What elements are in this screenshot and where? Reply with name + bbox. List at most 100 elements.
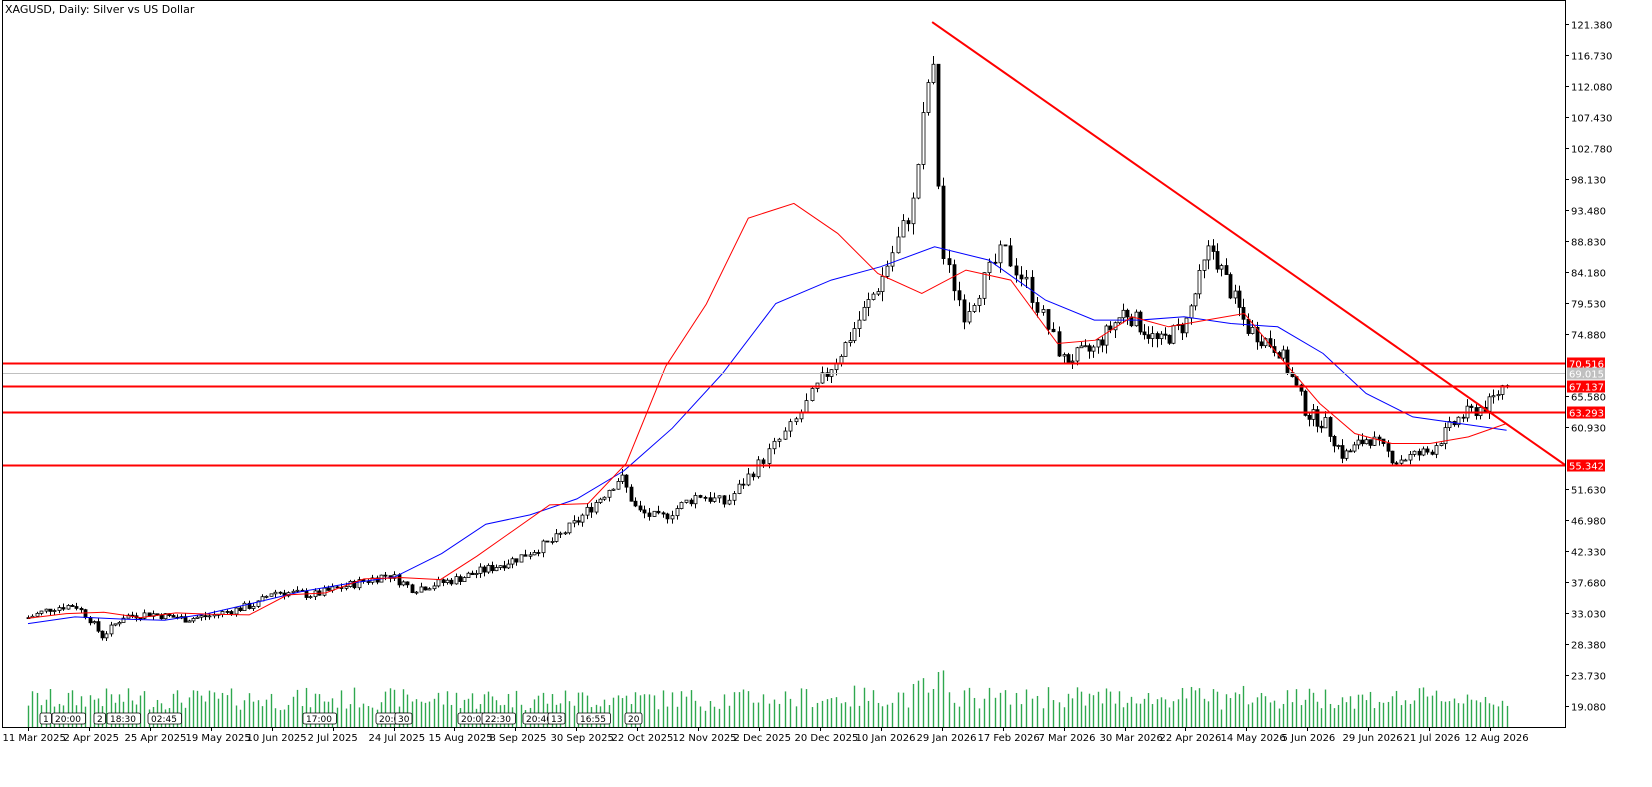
candle-body	[474, 573, 479, 575]
candle-body	[410, 584, 415, 593]
candle-body	[510, 558, 515, 565]
candle-body	[916, 164, 921, 199]
candle-body	[454, 576, 459, 585]
candle-body	[291, 590, 296, 594]
candle-body	[911, 197, 916, 225]
candle-body	[624, 474, 629, 488]
candle-body	[843, 342, 848, 357]
candle-body	[1456, 416, 1461, 426]
y-tick-label: 33.030	[1571, 610, 1606, 621]
candle-body	[620, 474, 625, 482]
candle-body	[689, 499, 694, 505]
candle-body	[703, 496, 708, 499]
y-tick-label: 93.480	[1571, 207, 1606, 218]
candle-body	[1121, 309, 1126, 319]
candle-body	[1206, 245, 1211, 261]
y-tick-label: 23.730	[1571, 672, 1606, 683]
candle-body	[1108, 325, 1113, 331]
candle-body	[866, 299, 871, 308]
candle-body	[906, 220, 911, 225]
candle-body	[661, 512, 666, 515]
candle-body	[1348, 450, 1353, 453]
candle-body	[207, 615, 212, 618]
candle-body	[1259, 341, 1264, 347]
x-tick-label: 22 Apr 2026	[1160, 733, 1222, 744]
event-marker-label: 13	[551, 715, 562, 725]
horizontal-levels: 70.516 67.137 63.293 55.342 69.015	[2, 357, 1605, 473]
candle-body	[92, 621, 97, 624]
candle-body	[414, 591, 419, 594]
candle-body	[1197, 270, 1202, 295]
candle-body	[187, 620, 192, 623]
y-tick-label: 74.880	[1571, 331, 1606, 342]
x-tick-label: 7 Mar 2026	[1039, 733, 1096, 744]
candle-body	[352, 580, 357, 589]
candle-body	[1224, 265, 1229, 275]
candle-body	[1356, 439, 1361, 446]
candle-body	[70, 605, 75, 607]
candle-body	[825, 372, 830, 377]
candle-body	[52, 610, 57, 612]
y-tick-label: 37.680	[1571, 579, 1606, 590]
candle-body	[1281, 349, 1286, 359]
candle-body	[1323, 417, 1328, 429]
candle-body	[647, 512, 652, 517]
candle-body	[458, 576, 463, 582]
candle-body	[48, 608, 53, 612]
candle-body	[478, 566, 483, 574]
candle-body	[44, 608, 49, 612]
candle-body	[1041, 309, 1046, 313]
candle-body	[1146, 334, 1151, 339]
candle-body	[783, 430, 788, 440]
candle-body	[1315, 409, 1320, 427]
candle-body	[163, 613, 168, 620]
candle-body	[1019, 274, 1024, 280]
candle-body	[1193, 293, 1198, 307]
candle-body	[322, 587, 327, 596]
candle-body	[1408, 453, 1413, 461]
x-tick-label: 24 Jul 2025	[369, 733, 426, 744]
candle-body	[1237, 290, 1242, 308]
candle-body	[931, 63, 936, 83]
candle-body	[247, 602, 252, 609]
candle-body	[432, 585, 437, 590]
candle-body	[541, 540, 546, 554]
candle-body	[1344, 450, 1349, 459]
x-tick-label: 14 May 2026	[1221, 733, 1286, 744]
candle-body	[405, 581, 410, 586]
candle-body	[972, 305, 977, 312]
candle-body	[1215, 251, 1220, 270]
level-label-bg	[1567, 380, 1605, 393]
candle-body	[1303, 390, 1308, 416]
candle-body	[550, 541, 555, 543]
candle-body	[693, 495, 698, 505]
y-tick-label: 88.830	[1571, 238, 1606, 249]
candle-body	[109, 624, 114, 635]
y-tick-label: 102.780	[1571, 145, 1612, 156]
candle-body	[113, 623, 118, 626]
candle-body	[1352, 444, 1357, 452]
candle-body	[427, 588, 432, 591]
candle-body	[921, 112, 926, 165]
candle-body	[1447, 421, 1452, 429]
candle-body	[602, 496, 607, 500]
candle-body	[767, 448, 772, 464]
candle-body	[957, 290, 962, 301]
candle-body	[1051, 328, 1056, 333]
x-tick-label: 20 Dec 2025	[795, 733, 859, 744]
candle-body	[203, 615, 208, 618]
candle-body	[777, 438, 782, 442]
candle-body	[104, 633, 109, 639]
candle-body	[269, 593, 274, 597]
candle-body	[737, 483, 742, 494]
candle-body	[1171, 325, 1176, 344]
event-marker-label: 16:55	[580, 715, 606, 725]
candle-body	[532, 552, 537, 556]
event-marker	[481, 712, 516, 725]
candle-body	[1155, 333, 1160, 340]
candle-body	[1439, 443, 1444, 446]
candle-body	[1046, 309, 1051, 330]
candle-body	[506, 563, 511, 569]
